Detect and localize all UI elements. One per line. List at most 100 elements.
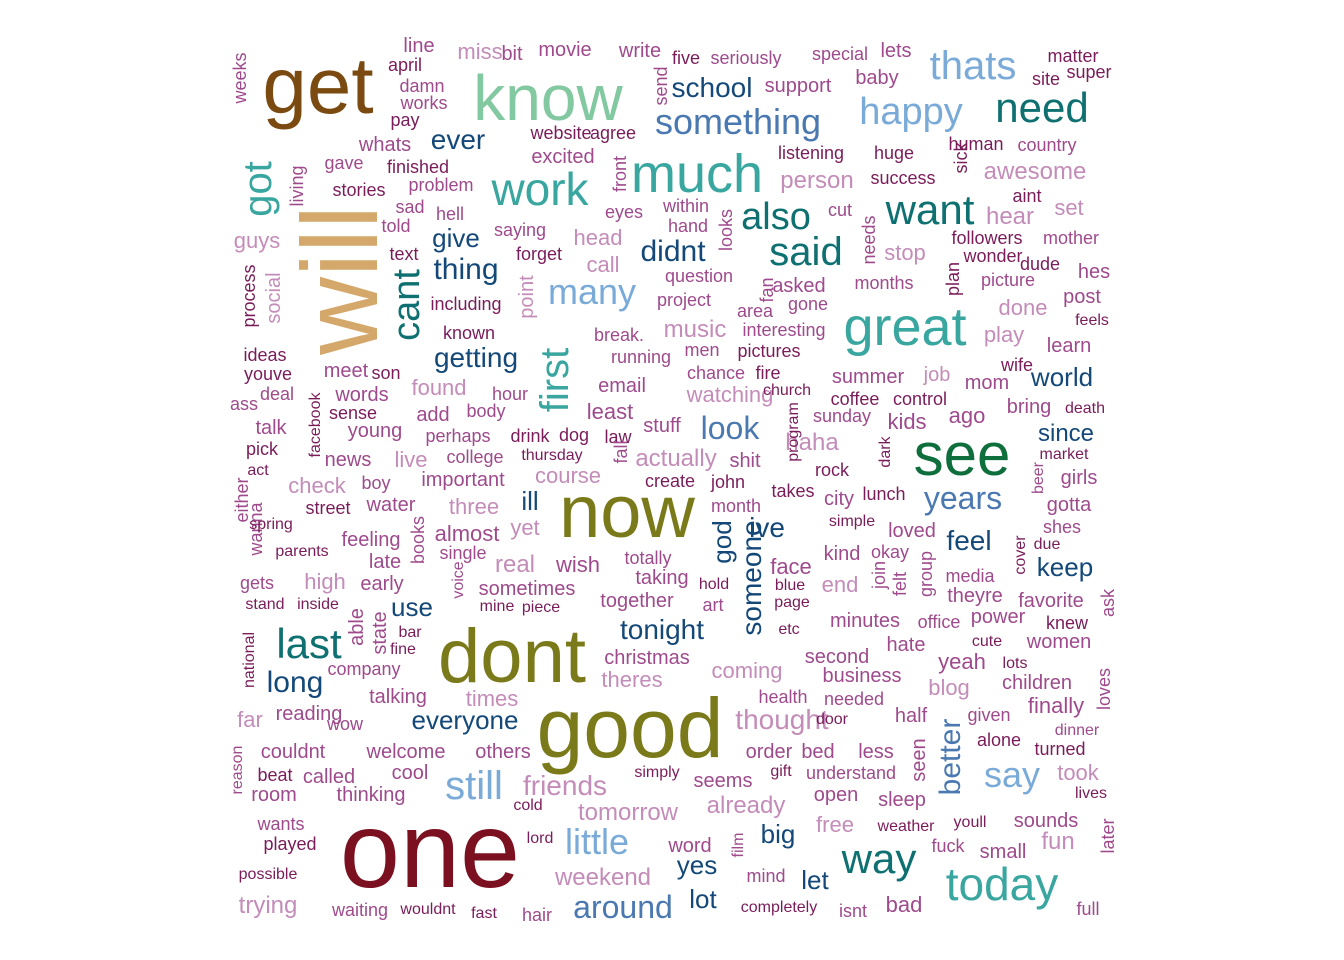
cloud-word: years xyxy=(923,480,1003,516)
cloud-word: state xyxy=(369,611,391,655)
cloud-word: knew xyxy=(1045,613,1089,633)
cloud-word: wonder xyxy=(963,246,1023,266)
cloud-word: art xyxy=(702,595,724,615)
cloud-word: stories xyxy=(332,180,386,200)
cloud-word: simply xyxy=(634,764,680,781)
cloud-word: small xyxy=(979,841,1027,863)
cloud-word: son xyxy=(371,363,401,383)
cloud-word: yes xyxy=(676,850,718,880)
cloud-word: say xyxy=(983,754,1041,795)
cloud-word: huge xyxy=(873,143,915,163)
cloud-word: cold xyxy=(513,797,543,814)
cloud-word: real xyxy=(494,551,536,578)
cloud-word: ever xyxy=(430,124,486,155)
cloud-word: live xyxy=(394,447,428,472)
cloud-word: takes xyxy=(771,481,815,501)
cloud-word: young xyxy=(347,420,403,442)
cloud-word: finished xyxy=(386,157,450,177)
cloud-word: sense xyxy=(328,403,378,423)
cloud-word: problem xyxy=(408,175,474,195)
cloud-word: full xyxy=(1076,899,1100,919)
cloud-word: today xyxy=(945,858,1059,910)
cloud-word: reason xyxy=(229,745,246,795)
cloud-word: keep xyxy=(1036,552,1094,582)
cloud-word: youve xyxy=(243,364,293,384)
cloud-word: couldnt xyxy=(260,741,326,763)
cloud-word: dont xyxy=(438,614,586,699)
cloud-word: page xyxy=(774,594,810,611)
cloud-word: weekend xyxy=(554,864,652,891)
cloud-word: plan xyxy=(943,261,963,297)
cloud-word: books xyxy=(408,515,428,565)
cloud-word: ago xyxy=(948,403,986,428)
cloud-word: success xyxy=(870,168,936,188)
cloud-word: ask xyxy=(1098,588,1118,618)
cloud-word: person xyxy=(780,167,854,194)
cloud-word: order xyxy=(745,741,793,763)
cloud-word: far xyxy=(237,707,263,732)
cloud-word: spring xyxy=(249,516,293,533)
cloud-word: dude xyxy=(1019,254,1061,274)
cloud-word: friends xyxy=(522,770,608,801)
cloud-word: text xyxy=(389,244,419,264)
cloud-word: women xyxy=(1026,631,1092,653)
cloud-word: happy xyxy=(859,91,963,133)
cloud-word: blog xyxy=(928,675,970,700)
cloud-word: ideas xyxy=(243,345,287,365)
cloud-word: interesting xyxy=(742,320,826,340)
cloud-word: weeks xyxy=(230,52,250,104)
cloud-word: want xyxy=(885,186,975,233)
cloud-word: including xyxy=(430,294,502,314)
cloud-word: health xyxy=(758,687,808,707)
cloud-word: music xyxy=(663,316,727,343)
cloud-word: ill xyxy=(521,486,539,516)
cloud-word: others xyxy=(475,741,531,763)
cloud-word: face xyxy=(770,554,812,579)
cloud-word: perhaps xyxy=(425,426,491,446)
cloud-word: mind xyxy=(746,866,786,886)
cloud-word: support xyxy=(764,75,832,97)
cloud-word: water xyxy=(366,494,416,516)
cloud-word: death xyxy=(1064,400,1106,417)
cloud-word: since xyxy=(1037,420,1095,447)
cloud-word: kind xyxy=(823,543,861,565)
cloud-word: drink xyxy=(510,426,550,446)
cloud-word: weather xyxy=(877,818,935,835)
cloud-word: totally xyxy=(624,548,672,568)
cloud-word: still xyxy=(445,764,503,808)
cloud-word: beat xyxy=(257,765,293,785)
cloud-word: act xyxy=(247,462,269,479)
cloud-word: running xyxy=(610,347,672,367)
cloud-word: loved xyxy=(888,520,936,542)
cloud-word: times xyxy=(465,686,519,711)
cloud-word: lot xyxy=(689,884,717,914)
cloud-word: gone xyxy=(787,294,829,314)
cloud-word: thinking xyxy=(336,784,406,806)
cloud-word: everyone xyxy=(411,705,519,735)
cloud-word: awesome xyxy=(983,158,1087,185)
cloud-word: mom xyxy=(964,372,1010,394)
cloud-word: loves xyxy=(1094,667,1114,711)
cloud-word: room xyxy=(251,784,297,806)
cloud-word: cool xyxy=(391,762,429,784)
cloud-word: boy xyxy=(361,473,391,493)
cloud-word: law xyxy=(604,427,632,447)
cloud-word: job xyxy=(923,364,951,386)
cloud-word: chance xyxy=(686,363,746,383)
cloud-word: human xyxy=(948,134,1004,154)
cloud-word: first xyxy=(533,347,577,413)
cloud-word: much xyxy=(630,144,764,204)
cloud-word: let xyxy=(801,865,829,895)
cloud-word: now xyxy=(559,470,695,553)
cloud-word: stuff xyxy=(643,415,681,437)
cloud-word: bed xyxy=(801,741,835,763)
cloud-word: see xyxy=(913,421,1011,488)
cloud-word: fire xyxy=(755,363,781,383)
cloud-word: email xyxy=(598,375,646,397)
cloud-word: thursday xyxy=(521,447,583,464)
cloud-word: excited xyxy=(531,146,595,168)
cloud-word: hold xyxy=(698,576,730,593)
cloud-word: yeah xyxy=(938,649,986,674)
cloud-word: dog xyxy=(558,425,590,445)
cloud-word: least xyxy=(586,399,634,424)
